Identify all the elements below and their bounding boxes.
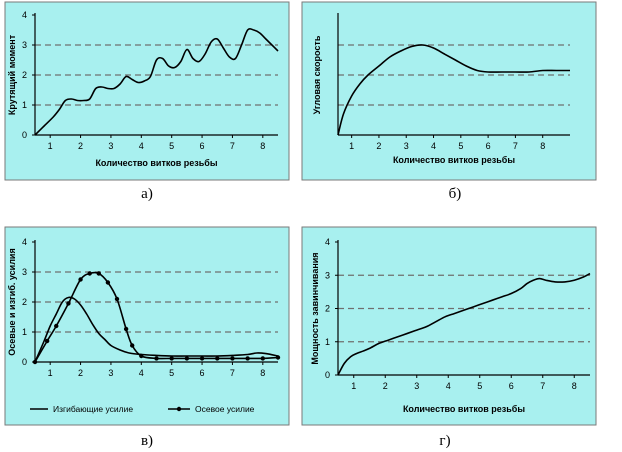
legend-marker-v-1 [176, 406, 182, 412]
x-axis-label-g: Количество витков резьбы [403, 404, 525, 414]
data-point-v-1-20 [275, 355, 281, 360]
chart-panel-b: 1 2 3 4 5 6 7 8 Количество витков резьбы Угловая … [301, 1, 597, 202]
x-tick-label-b-6: 7 [513, 141, 518, 151]
x-tick-label-v-0: 1 [48, 368, 53, 378]
series-line-g-0 [337, 272, 591, 376]
x-tick-label-b-7: 8 [540, 141, 545, 151]
legend-label-v-1: Осевое усилие [195, 404, 255, 414]
x-tick-label-g-2: 3 [414, 381, 419, 391]
chart-panel-a: 0 1 2 3 4 1 2 3 4 5 6 7 8 Количество витков резьбы Кру… [4, 1, 290, 202]
x-tick-label-v-3: 4 [139, 368, 144, 378]
y-axis-label-a: Крутящий момент [7, 34, 17, 115]
data-point-v-1-16 [215, 356, 220, 361]
x-tick-label-v-7: 8 [260, 368, 265, 378]
x-tick-label-v-1: 2 [78, 368, 83, 378]
chart-panel-v: 0 1 2 3 4 1 2 3 4 5 6 7 8 Осевые и изгиб. усилия Изгиб… [4, 226, 290, 449]
y-tick-label-a-4: 4 [22, 10, 27, 20]
x-tick-label-v-2: 3 [108, 368, 113, 378]
y-tick-label-a-2: 2 [22, 70, 27, 80]
data-point-v-1-3 [66, 301, 71, 306]
x-tick-label-a-5: 6 [200, 141, 205, 151]
x-tick-label-b-4: 5 [458, 141, 463, 151]
y-tick-label-a-0: 0 [22, 130, 27, 140]
data-point-v-1-11 [139, 353, 144, 359]
data-point-v-1-15 [199, 356, 205, 361]
data-point-v-1-12 [154, 356, 159, 361]
x-tick-label-a-6: 7 [230, 141, 235, 151]
x-tick-label-v-5: 6 [200, 368, 205, 378]
x-tick-label-b-1: 2 [376, 141, 381, 151]
panel-caption-a: а) [141, 186, 153, 202]
x-tick-label-v-4: 5 [169, 368, 174, 378]
x-tick-label-v-6: 7 [230, 368, 235, 378]
data-point-v-1-5 [87, 271, 92, 276]
y-tick-label-a-1: 1 [22, 100, 27, 110]
y-tick-label-g-3: 3 [325, 270, 330, 280]
y-tick-label-g-0: 0 [325, 370, 330, 380]
data-point-v-1-7 [105, 280, 111, 285]
series-line-a-0 [34, 27, 279, 136]
data-point-v-1-9 [123, 326, 129, 332]
data-point-v-1-1 [44, 338, 50, 344]
x-tick-label-a-2: 3 [108, 141, 113, 151]
data-point-v-1-2 [54, 323, 59, 329]
x-tick-label-g-4: 5 [477, 381, 482, 391]
x-tick-label-a-7: 8 [260, 141, 265, 151]
x-tick-label-b-2: 3 [404, 141, 409, 151]
y-tick-label-v-1: 1 [22, 327, 27, 337]
x-tick-label-a-3: 4 [139, 141, 144, 151]
y-tick-label-v-0: 0 [22, 357, 27, 367]
y-tick-label-v-2: 2 [22, 297, 27, 307]
x-tick-label-b-0: 1 [349, 141, 354, 151]
y-axis-label-b: Угловая скорость [312, 35, 322, 114]
panel-caption-v: в) [141, 433, 153, 449]
x-tick-label-g-1: 2 [383, 381, 388, 391]
data-point-v-1-8 [114, 296, 120, 302]
x-tick-label-a-1: 2 [78, 141, 83, 151]
x-tick-label-b-5: 6 [486, 141, 491, 151]
data-point-v-1-0 [32, 359, 38, 365]
legend-label-v-0: Изгибающие усилие [53, 404, 133, 414]
x-tick-label-a-0: 1 [48, 141, 53, 151]
x-tick-label-g-3: 4 [446, 381, 451, 391]
series-line-v-0 [34, 296, 279, 363]
chart-frame-v [4, 226, 290, 426]
data-point-v-1-17 [230, 356, 235, 361]
x-axis-label-b: Количество витков резьбы [393, 155, 515, 165]
x-tick-label-b-3: 4 [431, 141, 436, 151]
data-point-v-1-13 [169, 356, 174, 361]
y-tick-label-a-3: 3 [22, 40, 27, 50]
data-point-v-1-14 [184, 356, 190, 361]
y-tick-label-g-2: 2 [325, 304, 330, 314]
data-point-v-1-4 [78, 277, 83, 282]
chart-frame-a [4, 1, 290, 181]
data-point-v-1-10 [130, 343, 135, 348]
data-point-v-1-6 [96, 271, 101, 276]
y-axis-label-v: Осевые и изгиб. усилия [7, 248, 17, 355]
chart-frame-b [301, 1, 597, 181]
x-tick-label-g-5: 6 [509, 381, 514, 391]
y-axis-label-g: Мощность завинчивания [310, 252, 320, 364]
panel-caption-g: г) [439, 433, 450, 449]
chart-frame-g [301, 226, 597, 426]
x-tick-label-g-6: 7 [540, 381, 545, 391]
y-tick-label-g-4: 4 [325, 237, 330, 247]
y-tick-label-v-4: 4 [22, 237, 27, 247]
chart-panel-g: 0 1 2 3 4 1 2 3 4 5 6 7 8 Количество витков резьбы Мощ… [301, 226, 597, 449]
panel-caption-b: б) [449, 186, 462, 202]
x-tick-label-g-7: 8 [572, 381, 577, 391]
data-point-v-1-18 [245, 356, 250, 361]
series-line-b-0 [337, 44, 570, 136]
data-point-v-1-19 [260, 356, 266, 361]
y-tick-label-v-3: 3 [22, 267, 27, 277]
x-tick-label-g-0: 1 [351, 381, 356, 391]
y-tick-label-g-1: 1 [325, 337, 330, 347]
x-axis-label-a: Количество витков резьбы [95, 158, 217, 168]
x-tick-label-a-4: 5 [169, 141, 174, 151]
